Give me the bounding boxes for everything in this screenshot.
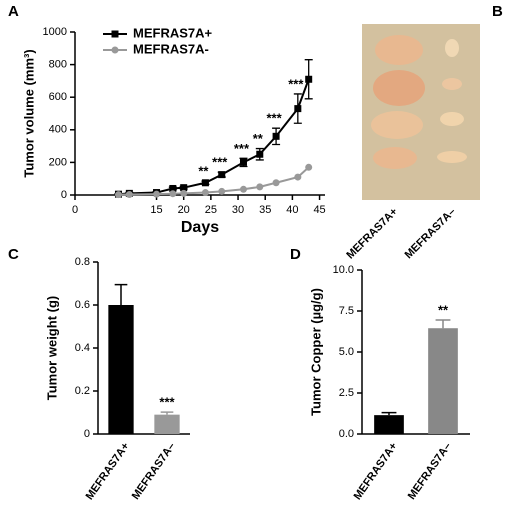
x-axis-label: Days — [181, 219, 219, 236]
x-tick-label: MEFRAS7A– — [130, 441, 178, 502]
annotation: ** — [198, 164, 209, 179]
marker — [153, 190, 161, 198]
y-tick-label: 800 — [49, 59, 67, 71]
y-tick-label: 0.8 — [75, 256, 90, 268]
x-tick-label: 45 — [313, 204, 325, 216]
legend-marker — [111, 46, 119, 54]
tumor — [373, 147, 417, 169]
marker — [201, 189, 209, 197]
error-bar — [435, 319, 451, 329]
x-tick-label: MEFRAS7A+ — [352, 441, 400, 503]
x-tick-label: MEFRAS7A– — [406, 441, 454, 502]
x-tick-label: MEFRAS7A+ — [84, 441, 132, 503]
y-tick-label: 200 — [49, 156, 67, 168]
marker — [180, 184, 188, 192]
value-label: *** — [159, 395, 175, 410]
marker — [180, 189, 188, 197]
marker — [239, 185, 247, 193]
marker — [305, 75, 313, 83]
y-axis-label: Tumor weight (g) — [44, 296, 59, 400]
series-line — [118, 78, 310, 196]
tumor — [373, 70, 425, 106]
y-tick-label: 2.5 — [339, 387, 354, 399]
photo-label: MEFRAS7A+ — [344, 206, 400, 262]
x-tick-label: 35 — [259, 204, 271, 216]
marker — [201, 179, 209, 187]
y-axis-label: Tumor volume (mm³) — [21, 49, 36, 177]
marker — [218, 171, 226, 179]
tumor — [445, 39, 459, 57]
y-tick-label: 0 — [84, 428, 90, 440]
bar — [154, 414, 180, 434]
error-bar — [381, 411, 397, 416]
error-bar — [160, 411, 174, 415]
y-tick-label: 5.0 — [339, 346, 354, 358]
marker — [294, 173, 302, 181]
annotation: *** — [266, 111, 282, 126]
y-tick-label: 7.5 — [339, 305, 354, 317]
marker — [125, 191, 133, 199]
panel-letter: A — [8, 3, 19, 20]
y-tick-label: 0 — [61, 189, 67, 201]
y-tick-label: 0.2 — [75, 385, 90, 397]
marker — [218, 187, 226, 195]
y-tick-label: 600 — [49, 91, 67, 103]
x-tick-label: 25 — [205, 204, 217, 216]
x-tick-label: 0 — [72, 204, 78, 216]
panel-letter: D — [290, 246, 301, 263]
marker — [272, 132, 280, 140]
tumor — [437, 151, 467, 163]
annotation: *** — [234, 141, 250, 156]
x-tick-label: 40 — [286, 204, 298, 216]
bar — [108, 305, 134, 434]
y-tick-label: 10.0 — [333, 264, 354, 276]
annotation: ** — [253, 131, 264, 146]
marker — [239, 158, 247, 166]
x-tick-label: 15 — [150, 204, 162, 216]
marker — [256, 183, 264, 191]
marker — [272, 179, 280, 187]
panel-letter: B — [492, 3, 503, 20]
photo-label: MEFRAS7A– — [403, 206, 459, 262]
panel-letter: C — [8, 246, 19, 263]
bar — [428, 328, 458, 434]
legend-marker — [111, 30, 119, 38]
value-label: ** — [438, 302, 449, 317]
tumor — [442, 78, 462, 90]
y-tick-label: 400 — [49, 124, 67, 136]
y-tick-label: 0.6 — [75, 299, 90, 311]
marker — [169, 184, 177, 192]
y-tick-label: 0.4 — [75, 342, 90, 354]
error-bar — [114, 283, 128, 305]
y-tick-label: 0.0 — [339, 428, 354, 440]
tumor — [440, 112, 464, 126]
y-axis-label: Tumor Copper (µg/g) — [308, 288, 323, 416]
legend-label: MEFRAS7A- — [133, 41, 209, 56]
y-tick-label: 1000 — [43, 26, 67, 38]
annotation: *** — [212, 155, 228, 170]
annotation: *** — [288, 76, 304, 91]
marker — [294, 105, 302, 113]
marker — [114, 191, 122, 199]
x-tick-label: 30 — [232, 204, 244, 216]
tumor — [371, 111, 423, 139]
series-line — [118, 166, 310, 196]
marker — [305, 163, 313, 171]
photo: B MEFRAS7A+ MEFRAS7A– — [344, 3, 503, 262]
bar — [374, 415, 404, 434]
x-tick-label: 20 — [178, 204, 190, 216]
legend-label: MEFRAS7A+ — [133, 25, 213, 40]
marker — [256, 150, 264, 158]
marker — [169, 190, 177, 198]
tumor — [375, 35, 423, 65]
